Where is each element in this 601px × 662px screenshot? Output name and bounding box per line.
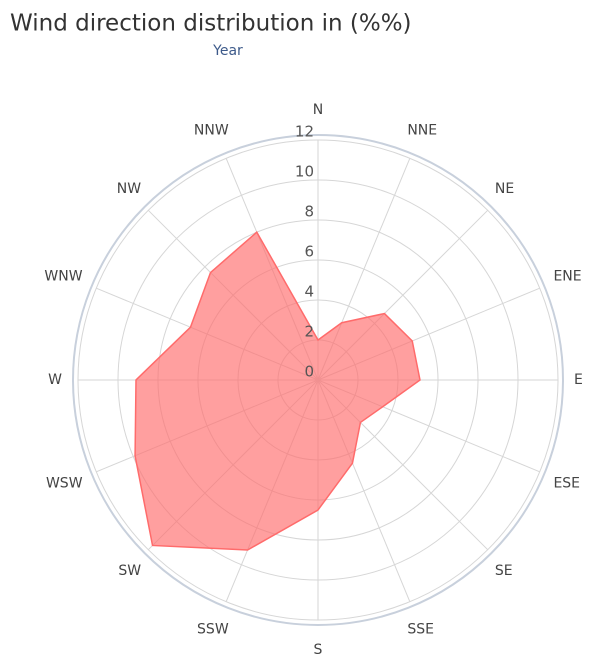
category-label: SE — [495, 563, 513, 579]
category-label: NNE — [407, 123, 437, 139]
category-label: NNW — [194, 123, 229, 139]
category-label: NE — [495, 181, 514, 197]
category-label: ESE — [553, 475, 580, 491]
category-label: NW — [117, 181, 141, 197]
y-tick-label: 10 — [295, 163, 314, 181]
category-label: WSW — [46, 475, 83, 491]
y-tick-label: 4 — [304, 283, 314, 301]
category-label: SSW — [197, 621, 229, 637]
y-tick-label: 6 — [304, 243, 314, 261]
y-tick-label: 0 — [304, 363, 314, 381]
outer-ring — [72, 134, 564, 626]
category-label: N — [313, 102, 323, 118]
category-label: ENE — [553, 269, 581, 285]
y-tick-label: 8 — [304, 203, 314, 221]
category-label: E — [574, 372, 583, 388]
category-label: WNW — [44, 269, 82, 285]
category-label: SSE — [407, 621, 434, 637]
y-tick-label: 12 — [295, 123, 314, 141]
chart-subtitle: Year — [212, 43, 243, 59]
radar-area — [134, 231, 421, 551]
category-label: SW — [118, 563, 141, 579]
chart-title: Wind direction distribution in (%%) — [10, 11, 412, 37]
category-label: W — [48, 372, 62, 388]
y-tick-label: 2 — [304, 323, 314, 341]
category-label: S — [314, 642, 323, 658]
